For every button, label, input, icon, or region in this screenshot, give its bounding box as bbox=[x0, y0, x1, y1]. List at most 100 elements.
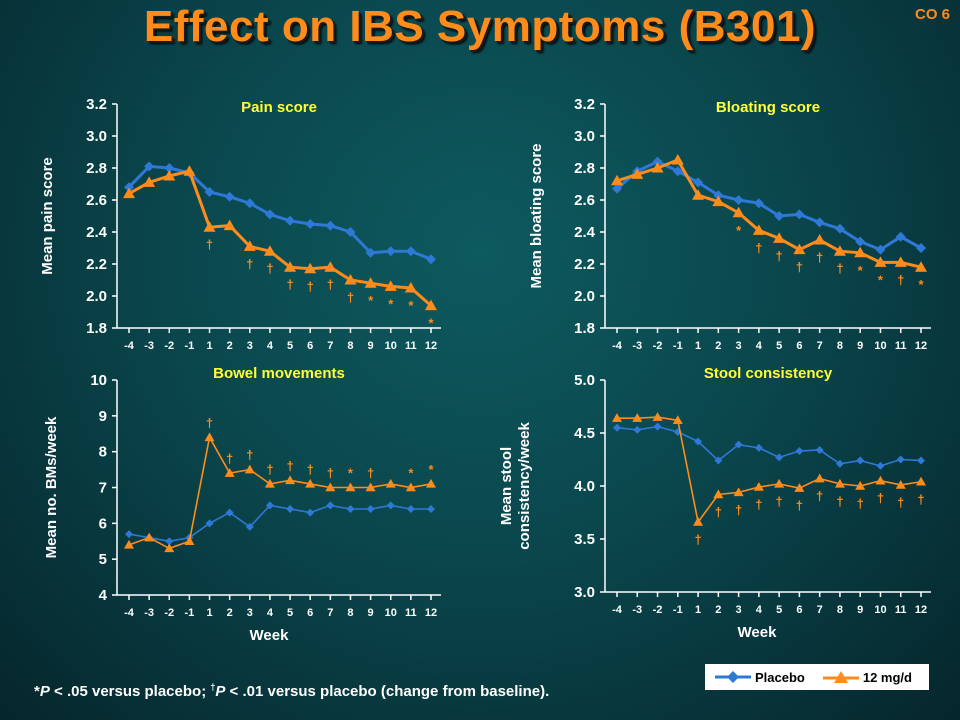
triangle-marker-icon bbox=[822, 671, 859, 683]
significance-marker: † bbox=[836, 261, 843, 276]
x-tick-label: 6 bbox=[307, 607, 313, 619]
placebo-point bbox=[855, 236, 866, 247]
y-tick-label: 3.0 bbox=[574, 128, 595, 145]
panel-title: Stool consistency bbox=[704, 365, 833, 382]
treatment-point bbox=[612, 413, 622, 422]
placebo-point bbox=[795, 447, 804, 456]
treatment-point bbox=[692, 189, 705, 200]
significance-marker: † bbox=[836, 494, 843, 509]
significance-marker: † bbox=[816, 489, 823, 504]
treatment-point bbox=[284, 261, 297, 272]
significance-marker: * bbox=[408, 466, 414, 481]
footnote-text1: < .05 versus placebo; bbox=[49, 683, 211, 700]
treatment-line bbox=[617, 416, 922, 524]
x-tick-label: -4 bbox=[612, 340, 623, 352]
y-tick-label: 2.8 bbox=[574, 160, 595, 177]
x-tick-label: 2 bbox=[227, 340, 233, 352]
treatment-point bbox=[425, 299, 437, 311]
placebo-point bbox=[754, 443, 763, 452]
placebo-point bbox=[125, 530, 133, 539]
footnote-text2: < .01 versus placebo (change from baseli… bbox=[225, 683, 550, 700]
placebo-point bbox=[386, 501, 395, 510]
placebo-line bbox=[128, 504, 431, 543]
legend-item-treatment: 12 mg/d bbox=[822, 670, 912, 685]
treatment-line bbox=[128, 435, 432, 550]
treatment-point bbox=[144, 532, 155, 542]
placebo-point bbox=[774, 211, 785, 221]
treatment-point bbox=[224, 468, 235, 477]
treatment-line bbox=[616, 158, 922, 269]
placebo-point bbox=[814, 217, 825, 228]
treatment-point bbox=[854, 246, 867, 258]
x-tick-label: 8 bbox=[347, 340, 353, 352]
panel-1: 1.82.02.22.42.62.83.03.2-4 -3 -2 -1 1 2 3 4 5 6 7 8… bbox=[528, 96, 931, 352]
y-tick-label: 3.0 bbox=[574, 584, 595, 601]
x-tick-label: 11 bbox=[895, 340, 907, 352]
diamond-marker-icon bbox=[715, 671, 751, 683]
y-tick-label: 6 bbox=[99, 515, 107, 532]
x-tick-label: 3 bbox=[247, 607, 253, 619]
x-tick-label: 12 bbox=[425, 607, 437, 619]
treatment-point bbox=[632, 413, 643, 422]
x-tick-label: 4 bbox=[756, 604, 763, 616]
treatment-point bbox=[404, 282, 417, 293]
significance-marker: * bbox=[348, 466, 354, 481]
treatment-point bbox=[365, 482, 376, 492]
treatment-point bbox=[611, 174, 623, 186]
treatment-point bbox=[794, 483, 805, 492]
placebo-point bbox=[896, 455, 905, 464]
y-tick-label: 2.8 bbox=[86, 160, 107, 177]
treatment-point bbox=[895, 479, 906, 489]
significance-marker: † bbox=[796, 260, 803, 275]
placebo-point bbox=[345, 227, 356, 237]
footnote-p2: P bbox=[215, 683, 226, 700]
y-tick-label: 9 bbox=[99, 408, 107, 425]
treatment-point bbox=[773, 232, 786, 243]
significance-marker: * bbox=[736, 223, 742, 238]
placebo-point bbox=[612, 183, 622, 194]
significance-marker: † bbox=[694, 532, 701, 547]
x-tick-label: 5 bbox=[287, 340, 293, 352]
treatment-point bbox=[753, 482, 764, 491]
x-tick-label: 5 bbox=[287, 607, 293, 619]
treatment-point bbox=[244, 464, 255, 474]
treatment-line bbox=[128, 169, 432, 307]
placebo-point bbox=[856, 456, 865, 465]
legend: Placebo 12 mg/d bbox=[705, 664, 929, 690]
slide-code: CO 6 bbox=[914, 6, 950, 23]
treatment-point bbox=[426, 478, 436, 488]
treatment-point bbox=[915, 261, 927, 272]
significance-marker: † bbox=[206, 237, 213, 252]
placebo-point bbox=[224, 191, 235, 202]
x-tick-label: 5 bbox=[776, 340, 782, 352]
y-tick-label: 4 bbox=[99, 587, 108, 604]
placebo-point bbox=[124, 182, 134, 193]
y-tick-label: 2.2 bbox=[574, 256, 595, 273]
placebo-point bbox=[633, 425, 642, 434]
significance-marker: † bbox=[286, 458, 293, 473]
significance-marker: † bbox=[266, 261, 273, 276]
treatment-point bbox=[263, 245, 276, 256]
treatment-point bbox=[652, 412, 663, 421]
y-tick-label: 8 bbox=[99, 444, 107, 461]
treatment-point bbox=[184, 536, 195, 545]
significance-marker: † bbox=[816, 250, 823, 265]
placebo-point bbox=[144, 161, 155, 172]
placebo-point bbox=[366, 505, 375, 513]
significance-marker: † bbox=[266, 462, 273, 477]
significance-marker: † bbox=[877, 491, 884, 506]
y-tick-label: 2.2 bbox=[86, 256, 107, 273]
significance-marker: * bbox=[878, 272, 884, 287]
significance-marker: † bbox=[367, 466, 374, 481]
treatment-point bbox=[713, 489, 724, 499]
y-axis-label: Mean stoolconsistency/week bbox=[498, 422, 533, 550]
treatment-point bbox=[164, 543, 175, 553]
y-tick-label: 1.8 bbox=[574, 320, 595, 337]
x-tick-label: -2 bbox=[164, 607, 174, 619]
placebo-point bbox=[205, 519, 214, 528]
legend-item-placebo: Placebo bbox=[715, 670, 805, 685]
y-tick-label: 2.6 bbox=[86, 192, 107, 209]
y-tick-label: 2.0 bbox=[574, 288, 595, 305]
treatment-point bbox=[855, 481, 866, 490]
placebo-point bbox=[775, 453, 784, 462]
